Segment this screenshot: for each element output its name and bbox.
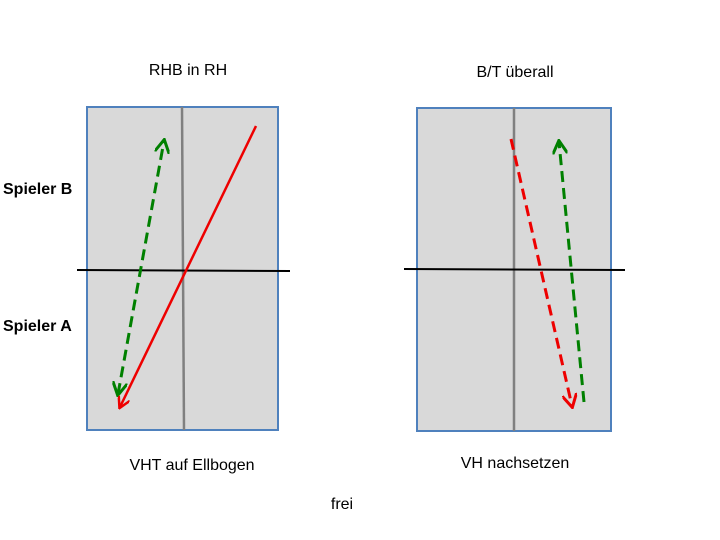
left-diagram-caption: VHT auf Ellbogen — [129, 457, 255, 474]
left-diagram-title: RHB in RH — [148, 62, 228, 79]
right-diagram-title: B/T überall — [476, 64, 554, 81]
left-table-center-line — [180, 106, 186, 431]
footer-label: frei — [330, 496, 354, 513]
left-green-dashed-arrow — [118, 141, 164, 394]
player-a-label: Spieler A — [3, 318, 72, 335]
player-b-label: Spieler B — [3, 181, 73, 198]
right-green-dashed-arrow — [559, 142, 586, 403]
left-table — [76, 106, 291, 431]
left-table-net — [76, 269, 291, 272]
right-diagram-caption: VH nachsetzen — [460, 455, 570, 472]
right-table — [403, 107, 626, 432]
left-red-arrow — [120, 125, 258, 407]
right-table-net — [403, 268, 626, 271]
right-red-dashed-arrow — [509, 138, 572, 406]
